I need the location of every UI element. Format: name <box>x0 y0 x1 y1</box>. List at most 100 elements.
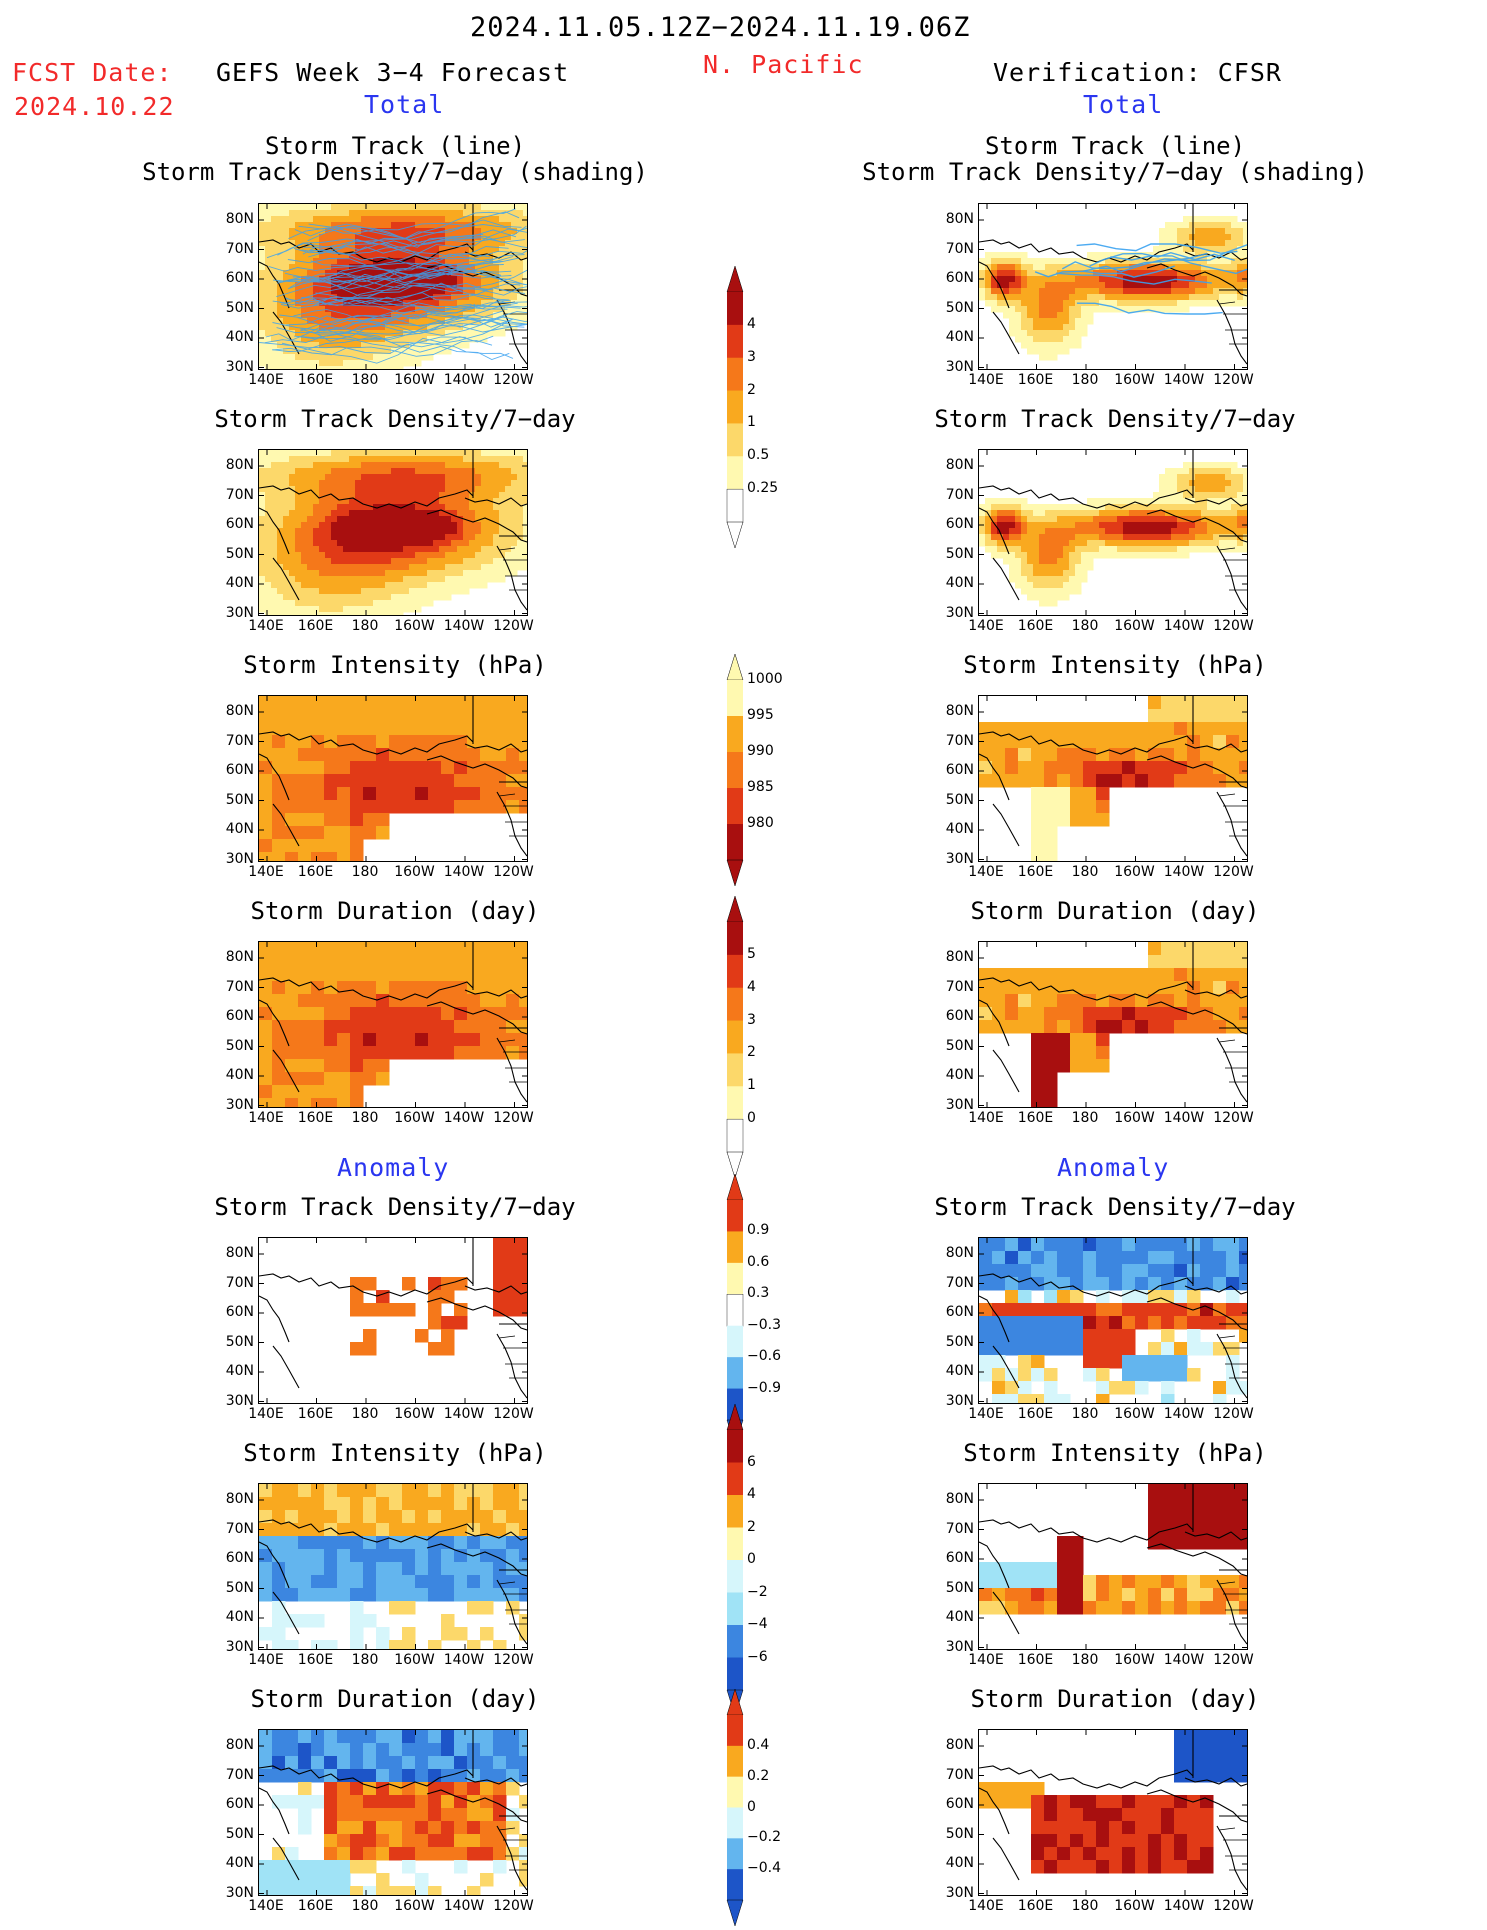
fcst-date-label: FCST Date: <box>12 58 173 87</box>
x-tick-label: 140E <box>961 618 1011 634</box>
y-tick-label: 60N <box>940 1550 974 1566</box>
panel-title-density-left: Storm Track Density/7−day <box>110 406 680 432</box>
colorbar-label: 0.9 <box>747 1222 769 1238</box>
colorbar-label: 0 <box>747 1551 756 1567</box>
x-tick-label: 160W <box>1110 864 1160 880</box>
colorbar-label: −0.2 <box>747 1829 781 1845</box>
total-left-label: Total <box>364 90 444 119</box>
y-tick-label: 70N <box>220 733 254 749</box>
y-tick-label: 70N <box>940 733 974 749</box>
x-tick-label: 180 <box>1060 1110 1110 1126</box>
panel-title-density-right: Storm Track Density/7−day <box>830 406 1400 432</box>
x-tick-label: 160W <box>1110 1898 1160 1914</box>
intensity-total-colorbar <box>721 654 751 890</box>
x-tick-label: 120W <box>489 864 539 880</box>
colorbar-label: 0.3 <box>747 1285 769 1301</box>
duration-total-colorbar <box>721 896 751 1182</box>
y-tick-label: 60N <box>940 762 974 778</box>
y-tick-label: 40N <box>940 575 974 591</box>
y-tick-label: 40N <box>220 821 254 837</box>
x-tick-label: 180 <box>340 1652 390 1668</box>
y-tick-label: 80N <box>940 703 974 719</box>
y-tick-label: 50N <box>940 1826 974 1842</box>
x-tick-label: 180 <box>1060 1406 1110 1422</box>
y-tick-label: 50N <box>940 300 974 316</box>
x-tick-label: 140E <box>241 1406 291 1422</box>
model-title: GEFS Week 3−4 Forecast <box>216 58 569 87</box>
x-tick-label: 140E <box>241 1652 291 1668</box>
panel-title-intensity-left: Storm Intensity (hPa) <box>110 652 680 678</box>
y-tick-label: 80N <box>220 1245 254 1261</box>
x-tick-label: 180 <box>1060 372 1110 388</box>
y-tick-label: 40N <box>220 1855 254 1871</box>
coastline <box>259 1238 527 1398</box>
shading-cells <box>979 1484 1247 1615</box>
colorbar-label: 1 <box>747 414 756 430</box>
y-tick-label: 80N <box>220 1737 254 1753</box>
y-tick-label: 80N <box>220 211 254 227</box>
x-tick-label: 120W <box>1209 372 1259 388</box>
x-tick-label: 180 <box>340 1898 390 1914</box>
x-tick-label: 160W <box>1110 1406 1160 1422</box>
map-panel-intensity-gefs <box>258 695 528 862</box>
anomaly-left-label: Anomaly <box>337 1153 449 1182</box>
colorbar-label: 0.4 <box>747 1737 769 1753</box>
x-tick-label: 120W <box>489 1110 539 1126</box>
map-panel-duration-gefs <box>258 941 528 1108</box>
x-tick-label: 160W <box>1110 618 1160 634</box>
x-tick-label: 160E <box>1011 1898 1061 1914</box>
colorbar-label: 995 <box>747 707 774 723</box>
y-tick-label: 60N <box>220 1796 254 1812</box>
x-tick-label: 120W <box>489 372 539 388</box>
panel-title-track-shading-left: Storm Track Density/7−day (shading) <box>110 159 680 185</box>
anomaly-right-label: Anomaly <box>1057 1153 1169 1182</box>
x-tick-label: 140W <box>439 372 489 388</box>
y-tick-label: 60N <box>220 1304 254 1320</box>
x-tick-label: 140W <box>1159 864 1209 880</box>
x-tick-label: 160W <box>1110 1110 1160 1126</box>
y-tick-label: 50N <box>940 1334 974 1350</box>
colorbar-label: 0 <box>747 1110 756 1126</box>
y-tick-label: 60N <box>220 762 254 778</box>
y-tick-label: 50N <box>220 1580 254 1596</box>
y-tick-label: 60N <box>940 1304 974 1320</box>
colorbar-label: −2 <box>747 1584 768 1600</box>
x-tick-label: 160E <box>291 1110 341 1126</box>
period-title: 2024.11.05.12Z−2024.11.19.06Z <box>470 12 970 43</box>
x-tick-label: 140E <box>961 1406 1011 1422</box>
colorbar-label: 3 <box>747 349 756 365</box>
y-tick-label: 70N <box>940 241 974 257</box>
y-tick-label: 60N <box>940 516 974 532</box>
x-tick-label: 140W <box>1159 1406 1209 1422</box>
x-tick-label: 120W <box>1209 618 1259 634</box>
y-tick-label: 50N <box>940 1038 974 1054</box>
x-tick-label: 140E <box>241 1110 291 1126</box>
colorbar-label: 2 <box>747 1519 756 1535</box>
x-tick-label: 140W <box>1159 1652 1209 1668</box>
x-tick-label: 140W <box>439 618 489 634</box>
panel-title-density-anom-left: Storm Track Density/7−day <box>110 1194 680 1220</box>
x-tick-label: 140W <box>439 1898 489 1914</box>
x-tick-label: 120W <box>1209 1110 1259 1126</box>
x-tick-label: 140W <box>439 1652 489 1668</box>
map-panel-intensity-cfsr <box>978 695 1248 862</box>
y-tick-label: 70N <box>220 487 254 503</box>
x-tick-label: 140W <box>439 1406 489 1422</box>
y-tick-label: 40N <box>940 1855 974 1871</box>
x-tick-label: 140W <box>1159 1110 1209 1126</box>
colorbar-label: 1000 <box>747 671 783 687</box>
x-tick-label: 180 <box>1060 864 1110 880</box>
x-tick-label: 140E <box>961 1898 1011 1914</box>
y-tick-label: 60N <box>220 516 254 532</box>
colorbar-label: 0.25 <box>747 480 778 496</box>
y-tick-label: 70N <box>940 979 974 995</box>
x-tick-label: 160W <box>390 372 440 388</box>
colorbar-label: 5 <box>747 946 756 962</box>
x-tick-label: 120W <box>1209 864 1259 880</box>
colorbar-label: 1 <box>747 1077 756 1093</box>
colorbar-label: 0.2 <box>747 1768 769 1784</box>
region-title: N. Pacific <box>703 50 864 79</box>
y-tick-label: 60N <box>940 1796 974 1812</box>
panel-title-track-shading-right: Storm Track Density/7−day (shading) <box>830 159 1400 185</box>
x-tick-label: 160W <box>390 618 440 634</box>
